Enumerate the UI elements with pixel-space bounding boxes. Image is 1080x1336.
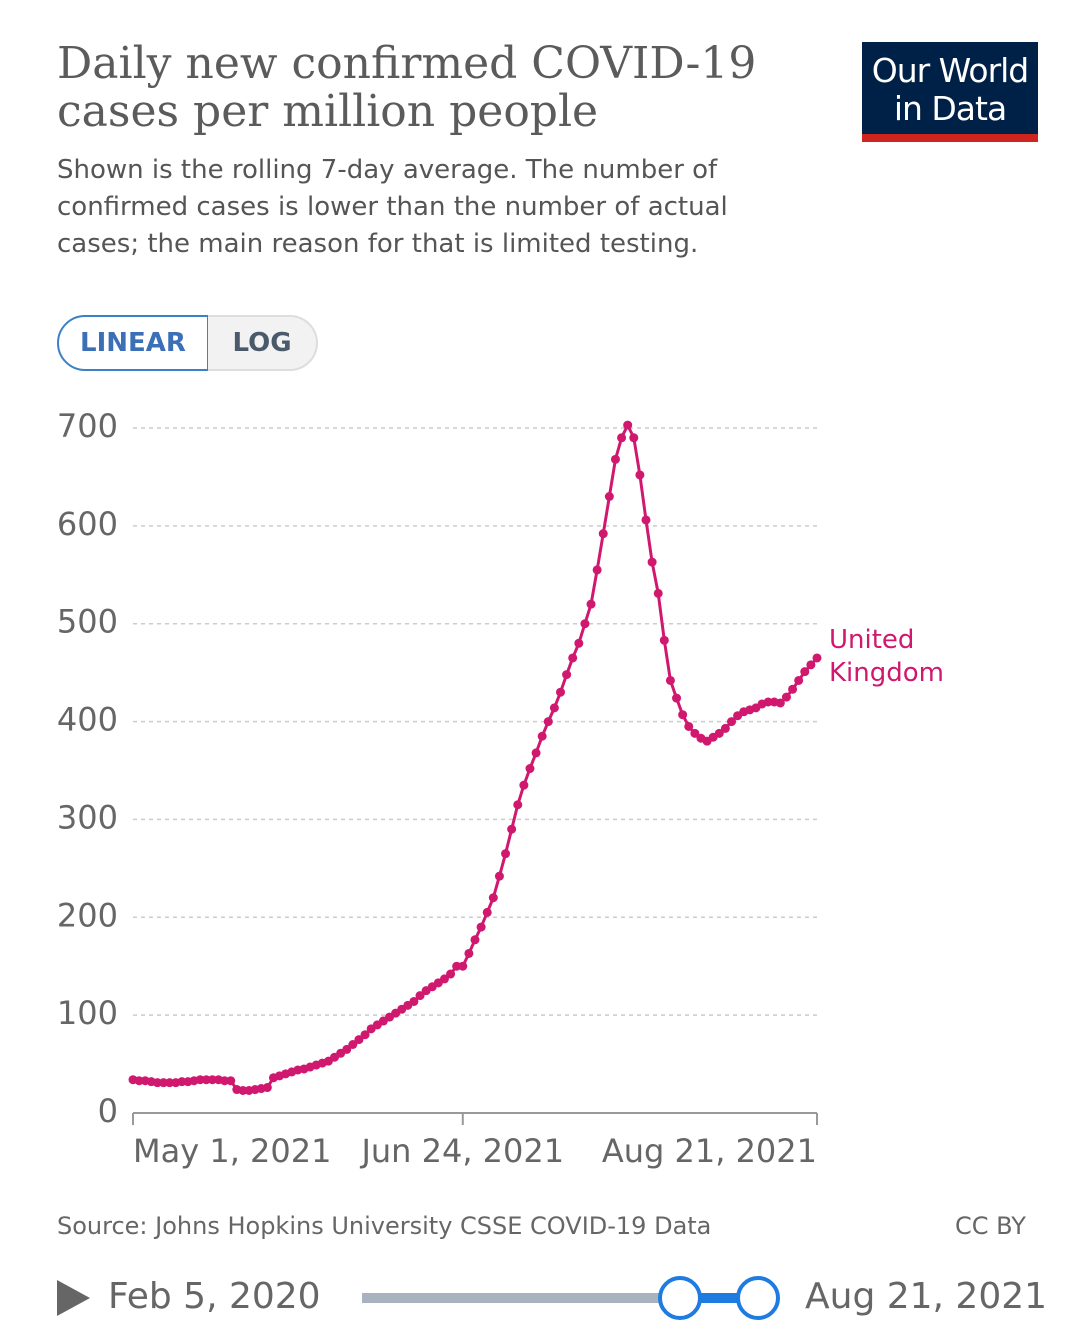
point [604,492,614,501]
y-tick-label: 0 [98,1092,118,1130]
y-tick-label: 600 [57,505,118,543]
point [775,698,785,708]
point [415,991,425,1001]
point [678,710,688,720]
timeline-start: Feb 5, 2020 [108,1276,321,1317]
point [598,529,608,539]
point [562,670,572,680]
logo[interactable]: Our World in Data [862,42,1038,142]
timeline-end: Aug 21, 2021 [805,1276,1048,1317]
y-tick-label: 200 [57,896,118,934]
point [574,638,584,648]
point [531,748,541,758]
point [727,717,736,727]
license[interactable]: CC BY [955,1212,1026,1240]
point [501,849,511,859]
point [629,433,639,443]
point [543,717,553,727]
point [635,470,645,480]
point [690,728,700,738]
x-tick-label: May 1, 2021 [133,1132,331,1170]
line [132,421,819,1092]
point [488,893,498,903]
point [354,1035,364,1045]
point [446,969,456,979]
point [610,454,620,464]
point [720,723,730,733]
point [714,728,724,738]
point [586,599,596,609]
x-tick-label: Aug 21, 2021 [602,1132,817,1170]
point [806,660,816,670]
point [348,1040,358,1049]
point [794,675,804,685]
point [525,764,535,774]
point [439,974,449,984]
point [262,1083,272,1093]
point [519,780,529,790]
point [494,871,504,881]
play-button[interactable] [57,1280,90,1316]
linear-button[interactable]: LINEAR [57,315,209,371]
point [549,703,559,713]
point [507,824,517,834]
y-tick-label: 100 [57,994,118,1032]
point [684,721,694,731]
point [800,667,810,677]
slider-handle[interactable] [658,1276,702,1320]
log-button[interactable]: LOG [208,315,318,371]
point [623,420,633,430]
point [592,565,602,575]
x-tick-label: Jun 24, 2021 [359,1132,564,1170]
series-label: United Kingdom [829,625,944,688]
subtitle: Shown is the rolling 7-day average. The … [57,155,728,259]
source: Source: Johns Hopkins University CSSE CO… [57,1212,712,1240]
y-tick-label: 300 [57,798,118,836]
point [659,635,669,645]
point [672,693,682,703]
point [513,800,523,810]
point [360,1030,370,1040]
point [788,684,798,694]
y-tick-label: 700 [57,407,118,445]
point [409,996,419,1006]
point [641,515,651,525]
point [647,557,657,567]
point [470,935,480,945]
point [476,922,486,932]
point [665,675,675,685]
logo-line: Our World [871,51,1030,90]
point [781,692,791,702]
point [556,687,565,697]
y-tick-label: 400 [57,701,118,739]
point [342,1044,352,1054]
point [482,907,492,917]
point [617,433,627,443]
y-tick-label: 500 [57,603,118,641]
logo-line: in Data [893,89,1007,128]
point [458,961,468,971]
point [537,731,547,741]
point [812,653,822,663]
slider-handle[interactable] [736,1276,780,1320]
point [653,588,663,598]
point [568,653,578,663]
title: Daily new confirmed COVID-19 cases per m… [57,38,757,137]
point [580,619,590,629]
point [226,1076,236,1086]
point [464,948,474,958]
